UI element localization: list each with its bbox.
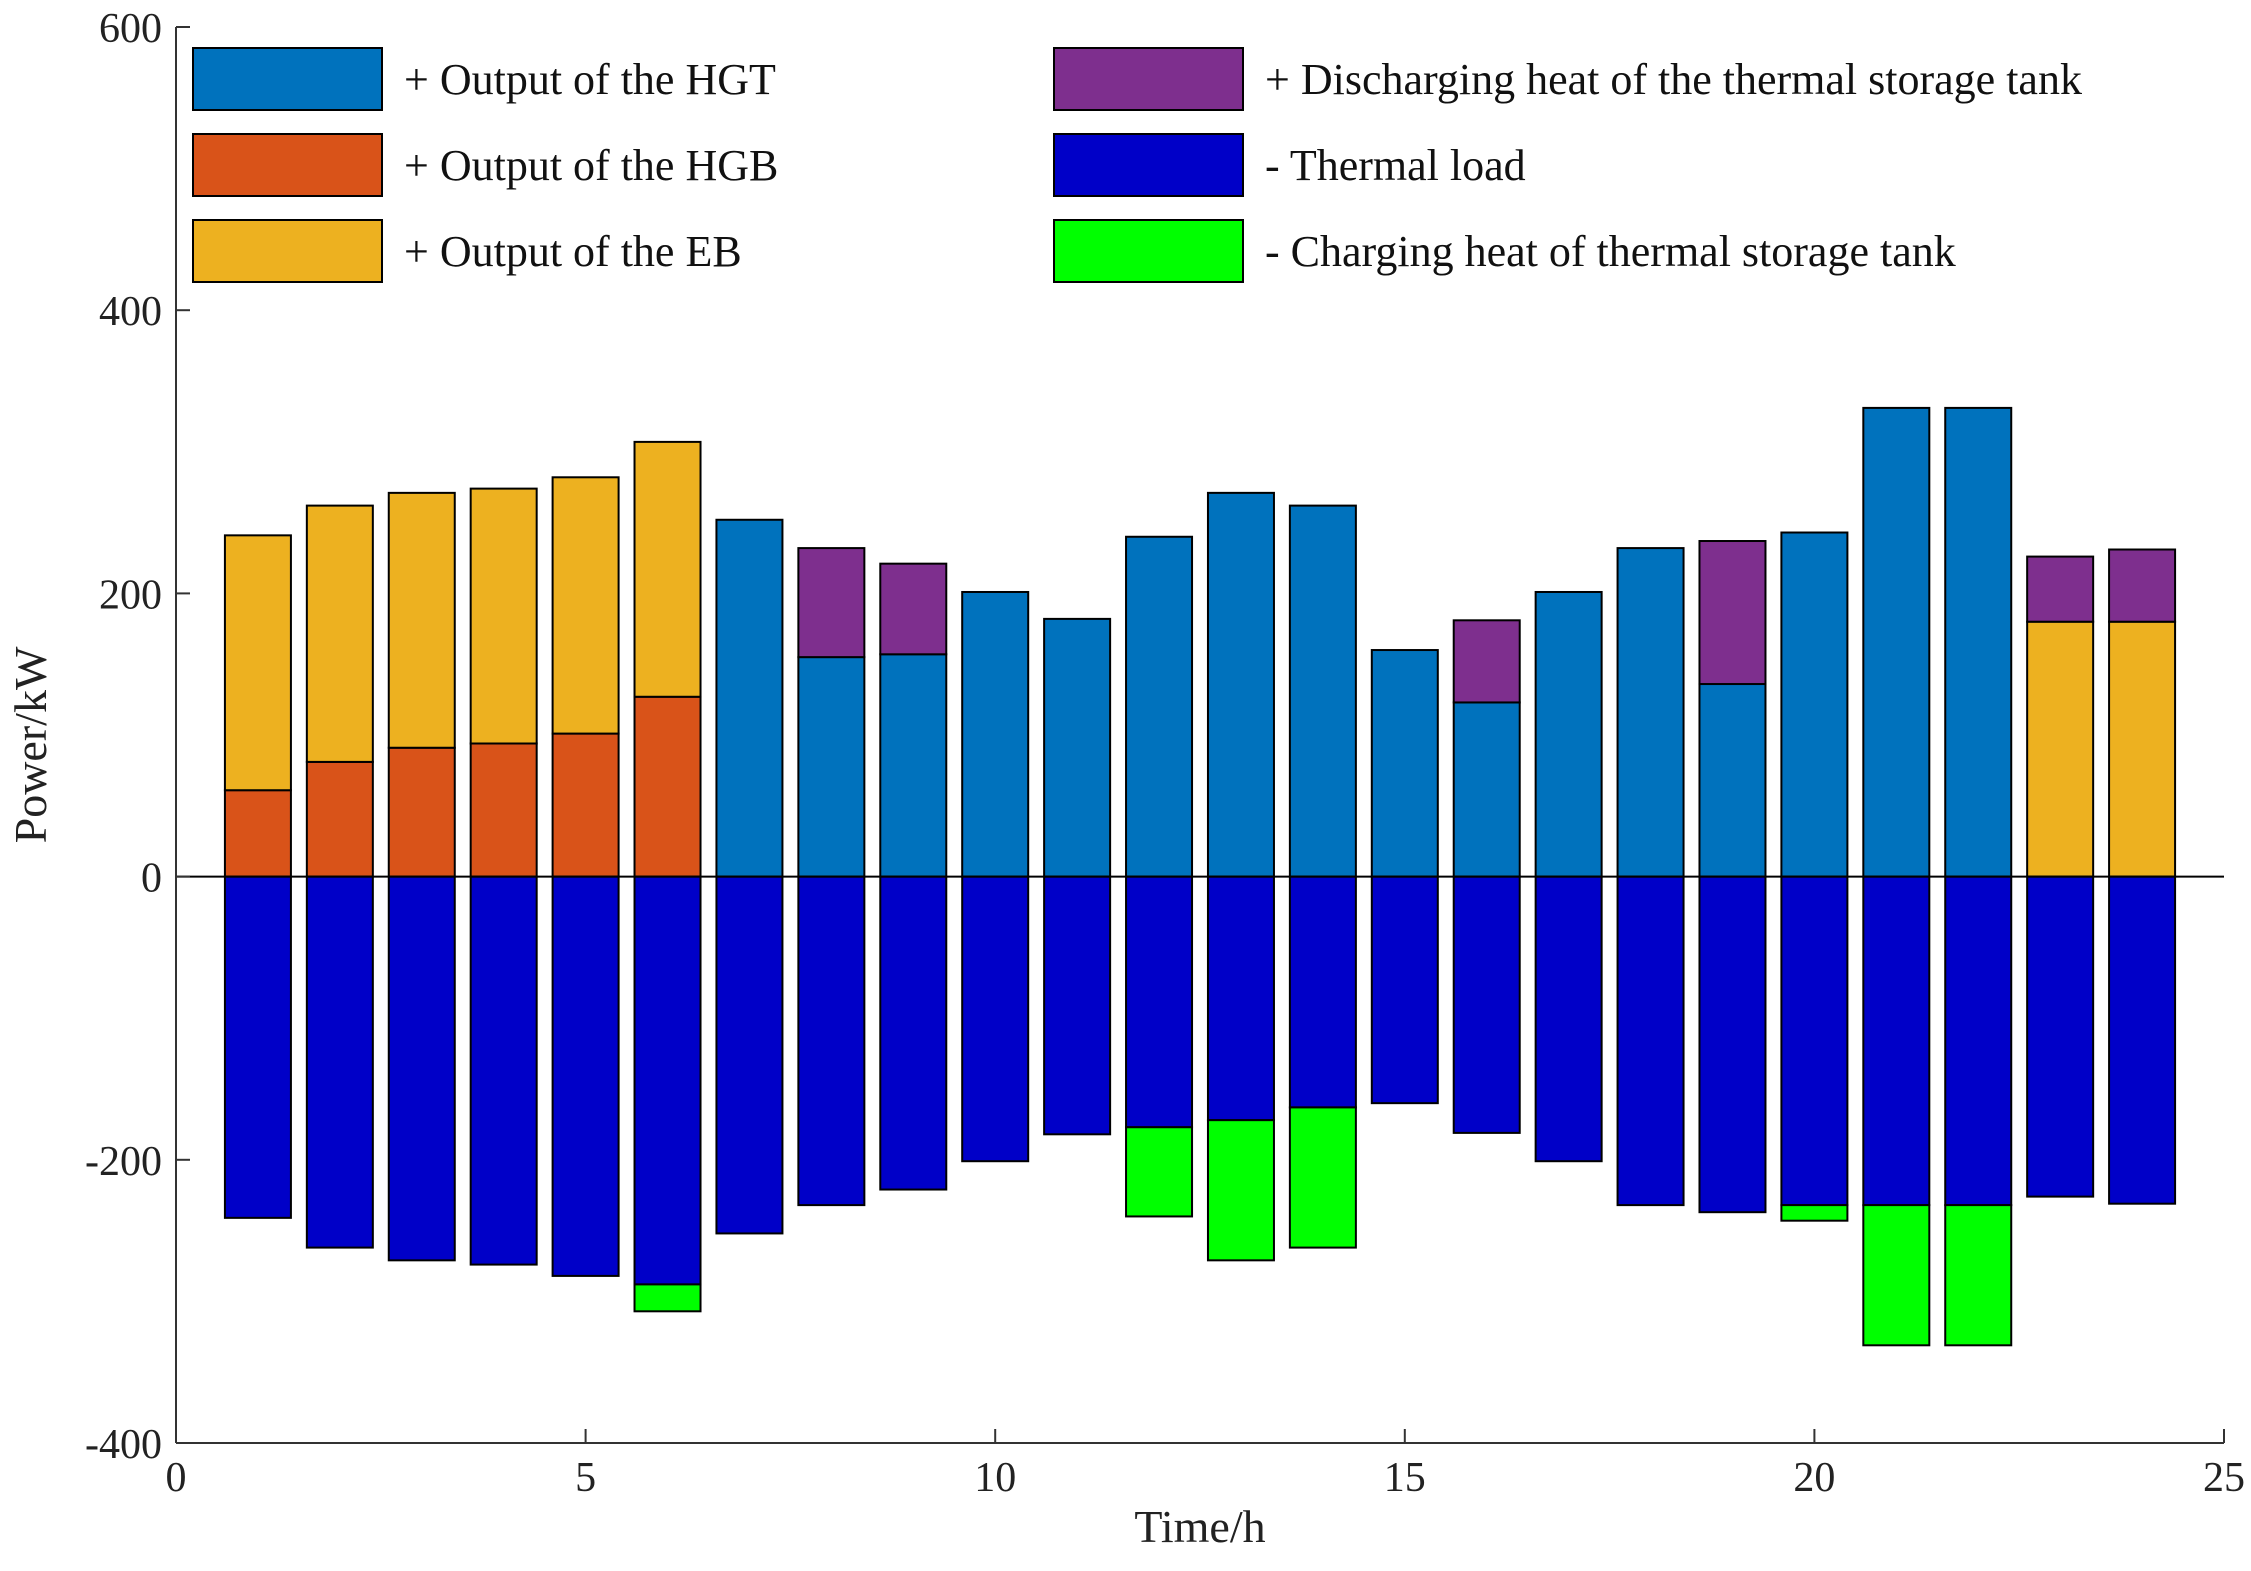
- bar-charging-heat-of-thermal-storage-tank-t13: [1206, 1119, 1275, 1262]
- bar-discharging-heat-of-the-thermal-storage-tank-t24: [2108, 548, 2177, 623]
- bar-charging-heat-of-thermal-storage-tank-t20: [1780, 1204, 1849, 1222]
- bar-output-of-the-eb-t5: [551, 476, 620, 735]
- bar-output-of-the-hgb-t2: [305, 760, 374, 878]
- bar-output-of-the-hgb-t1: [223, 789, 292, 878]
- bar-thermal-load-t10: [961, 875, 1030, 1163]
- x-tick-label-25: 25: [2203, 1455, 2245, 1501]
- bar-thermal-load-t2: [305, 875, 374, 1249]
- legend-swatch-output-of-the-hgt: [192, 47, 383, 111]
- x-tick-label-15: 15: [1384, 1455, 1426, 1501]
- bar-output-of-the-hgt-t9: [879, 653, 948, 878]
- bar-thermal-load-t16: [1452, 875, 1521, 1134]
- bar-output-of-the-hgb-t3: [387, 746, 456, 878]
- bar-output-of-the-hgt-t17: [1534, 590, 1603, 878]
- bar-thermal-load-t17: [1534, 875, 1603, 1163]
- bar-charging-heat-of-thermal-storage-tank-t12: [1125, 1126, 1194, 1218]
- y-tick-label-200: 200: [99, 572, 162, 618]
- legend-label-discharging-heat-of-the-thermal-storage-tank: + Discharging heat of the thermal storag…: [1265, 55, 2082, 104]
- bar-thermal-load-t3: [387, 875, 456, 1262]
- bar-output-of-the-hgb-t6: [633, 695, 702, 878]
- bar-output-of-the-hgt-t22: [1944, 406, 2013, 878]
- legend-swatch-discharging-heat-of-the-thermal-storage-tank: [1053, 47, 1244, 111]
- bar-output-of-the-eb-t24: [2108, 620, 2177, 878]
- bar-output-of-the-hgt-t20: [1780, 531, 1849, 878]
- legend-swatch-output-of-the-hgb: [192, 133, 383, 197]
- legend-swatch-charging-heat-of-thermal-storage-tank: [1053, 219, 1244, 283]
- bar-thermal-load-t21: [1862, 875, 1931, 1207]
- bar-thermal-load-t15: [1370, 875, 1439, 1105]
- legend-label-output-of-the-eb: + Output of the EB: [404, 227, 742, 276]
- bar-thermal-load-t5: [551, 875, 620, 1277]
- legend-label-output-of-the-hgt: + Output of the HGT: [404, 55, 776, 104]
- bar-output-of-the-hgt-t16: [1452, 701, 1521, 878]
- axes: [175, 27, 2224, 1444]
- bar-thermal-load-t20: [1780, 875, 1849, 1207]
- legend-label-output-of-the-hgb: + Output of the HGB: [404, 141, 778, 190]
- bar-output-of-the-hgt-t8: [797, 656, 866, 878]
- bar-discharging-heat-of-the-thermal-storage-tank-t8: [797, 547, 866, 659]
- bar-thermal-load-t23: [2026, 875, 2095, 1198]
- bar-output-of-the-hgb-t5: [551, 732, 620, 878]
- ticks: 0 5 10 15 20 25 -400 -200 0 200 400 600: [85, 6, 2245, 1501]
- bar-thermal-load-t24: [2108, 875, 2177, 1205]
- legend: + Output of the HGT + Output of the HGB + …: [192, 47, 2082, 283]
- bar-output-of-the-eb-t4: [469, 487, 538, 745]
- bar-output-of-the-eb-t23: [2026, 620, 2095, 878]
- bar-thermal-load-t12: [1125, 875, 1194, 1129]
- legend-label-thermal-load: - Thermal load: [1265, 141, 1526, 190]
- bar-charging-heat-of-thermal-storage-tank-t6: [633, 1283, 702, 1313]
- x-tick-label-0: 0: [166, 1455, 187, 1501]
- bar-output-of-the-hgt-t14: [1288, 504, 1357, 878]
- bar-thermal-load-t13: [1206, 875, 1275, 1122]
- bar-thermal-load-t9: [879, 875, 948, 1191]
- bar-output-of-the-hgt-t10: [961, 590, 1030, 878]
- x-tick-label-20: 20: [1793, 1455, 1835, 1501]
- bar-thermal-load-t11: [1043, 875, 1112, 1136]
- bar-charging-heat-of-thermal-storage-tank-t14: [1288, 1106, 1357, 1249]
- legend-label-charging-heat-of-thermal-storage-tank: - Charging heat of thermal storage tank: [1265, 227, 1956, 276]
- bar-discharging-heat-of-the-thermal-storage-tank-t9: [879, 562, 948, 656]
- bar-output-of-the-eb-t2: [305, 504, 374, 763]
- x-axis-title: Time/h: [1134, 1501, 1265, 1552]
- bar-thermal-load-t1: [223, 875, 292, 1219]
- bar-thermal-load-t7: [715, 875, 784, 1235]
- bar-thermal-load-t19: [1698, 875, 1767, 1214]
- bars-layer: [223, 406, 2177, 1347]
- bar-output-of-the-hgt-t21: [1862, 406, 1931, 878]
- y-tick-label-400: 400: [99, 289, 162, 335]
- bar-thermal-load-t6: [633, 875, 702, 1286]
- bar-output-of-the-eb-t1: [223, 534, 292, 792]
- bar-charging-heat-of-thermal-storage-tank-t21: [1862, 1204, 1931, 1347]
- legend-swatch-output-of-the-eb: [192, 219, 383, 283]
- bar-output-of-the-hgt-t11: [1043, 617, 1112, 878]
- bar-output-of-the-hgb-t4: [469, 742, 538, 878]
- bar-output-of-the-hgt-t7: [715, 518, 784, 878]
- bar-output-of-the-hgt-t12: [1125, 535, 1194, 878]
- bar-output-of-the-eb-t6: [633, 440, 702, 698]
- bar-discharging-heat-of-the-thermal-storage-tank-t23: [2026, 555, 2095, 623]
- bar-output-of-the-hgt-t13: [1206, 491, 1275, 878]
- y-tick-label--400: -400: [85, 1422, 162, 1468]
- bar-output-of-the-eb-t3: [387, 491, 456, 749]
- y-tick-label-600: 600: [99, 6, 162, 52]
- x-tick-label-10: 10: [974, 1455, 1016, 1501]
- bar-output-of-the-hgt-t15: [1370, 649, 1439, 878]
- bar-thermal-load-t22: [1944, 875, 2013, 1207]
- bar-discharging-heat-of-the-thermal-storage-tank-t16: [1452, 619, 1521, 704]
- y-axis-title: Power/kW: [5, 646, 56, 843]
- y-tick-label--200: -200: [85, 1139, 162, 1185]
- legend-swatch-thermal-load: [1053, 133, 1244, 197]
- bar-thermal-load-t14: [1288, 875, 1357, 1109]
- x-tick-label-5: 5: [575, 1455, 596, 1501]
- bar-thermal-load-t18: [1616, 875, 1685, 1207]
- y-tick-label-0: 0: [141, 856, 162, 902]
- bar-discharging-heat-of-the-thermal-storage-tank-t19: [1698, 540, 1767, 686]
- bar-output-of-the-hgt-t19: [1698, 683, 1767, 878]
- bar-thermal-load-t8: [797, 875, 866, 1207]
- bar-output-of-the-hgt-t18: [1616, 547, 1685, 878]
- bar-thermal-load-t4: [469, 875, 538, 1266]
- bar-charging-heat-of-thermal-storage-tank-t22: [1944, 1204, 2013, 1347]
